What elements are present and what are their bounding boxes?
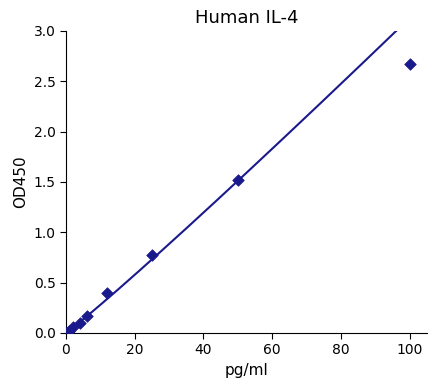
Point xyxy=(76,320,83,326)
Title: Human IL-4: Human IL-4 xyxy=(194,9,298,27)
Y-axis label: OD450: OD450 xyxy=(13,156,28,208)
Point xyxy=(104,289,111,296)
Point xyxy=(148,252,155,259)
X-axis label: pg/ml: pg/ml xyxy=(224,363,268,378)
Point xyxy=(62,330,70,336)
Point xyxy=(66,328,73,334)
Point xyxy=(406,61,413,67)
Point xyxy=(234,177,241,183)
Point xyxy=(70,324,77,330)
Point xyxy=(83,313,90,319)
